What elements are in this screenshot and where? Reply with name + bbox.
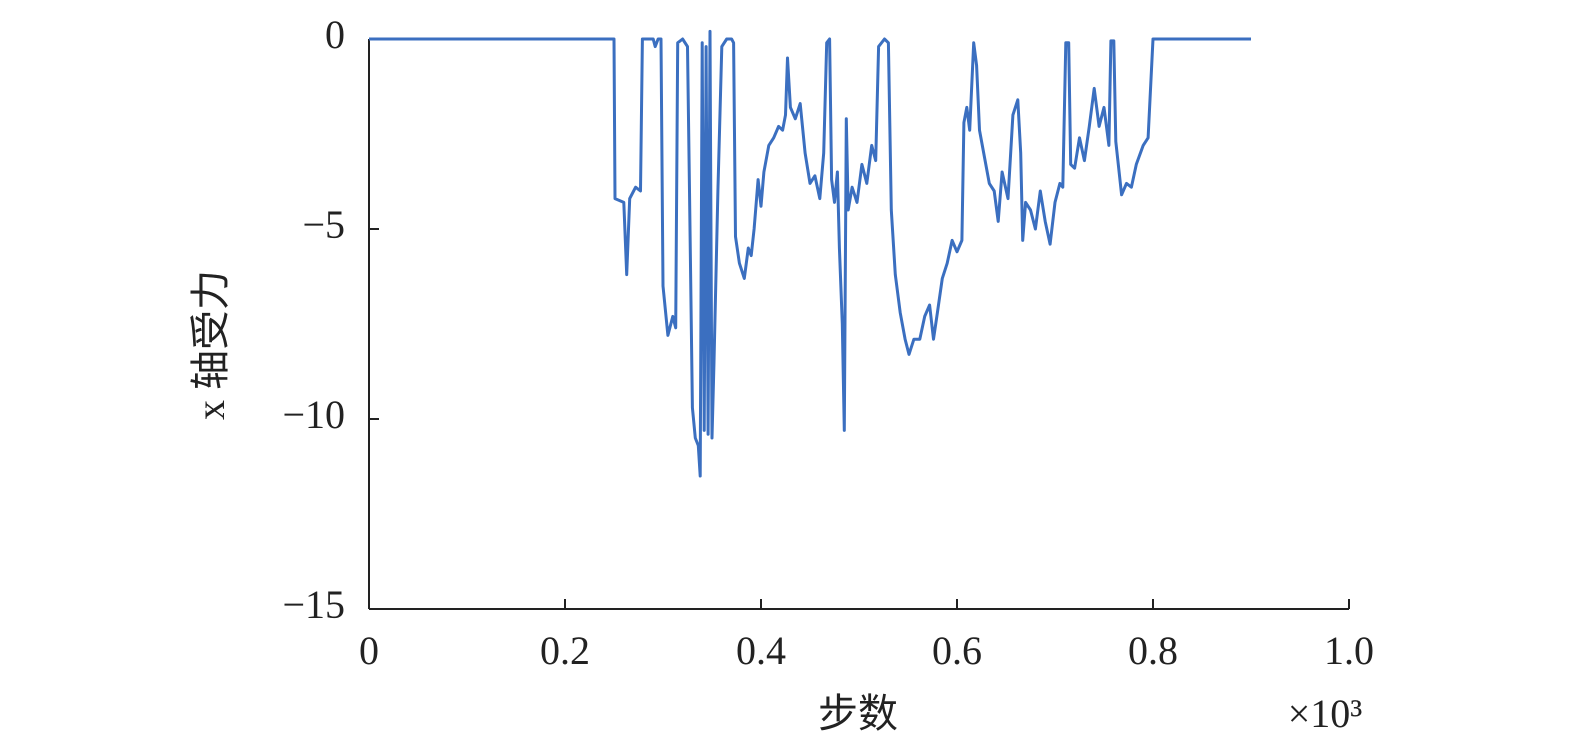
data-line xyxy=(369,29,1251,478)
y-tick-label: 0 xyxy=(325,12,345,57)
x-tick-label: 0.4 xyxy=(736,628,786,673)
x-multiplier: ×10³ xyxy=(1288,691,1363,736)
x-tick-label: 0 xyxy=(359,628,379,673)
x-tick-label: 0.8 xyxy=(1128,628,1178,673)
y-axis-label: x 轴受力 xyxy=(188,270,233,420)
x-tick-label: 1.0 xyxy=(1324,628,1374,673)
x-axis-label: 步数 xyxy=(818,691,898,736)
x-tick-label: 0.2 xyxy=(540,628,590,673)
y-tick-label: −5 xyxy=(302,202,345,247)
y-tick-label: −15 xyxy=(282,582,345,627)
y-tick-label: −10 xyxy=(282,392,345,437)
x-tick-label: 0.6 xyxy=(932,628,982,673)
